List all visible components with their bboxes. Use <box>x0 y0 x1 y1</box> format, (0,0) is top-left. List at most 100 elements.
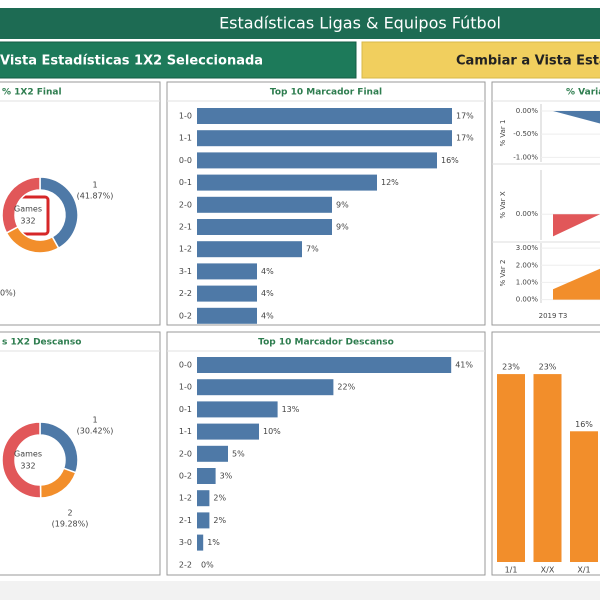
value-label: 2% <box>213 516 226 525</box>
value-label: 9% <box>336 223 349 232</box>
y-axis-label: % Var 1 <box>499 120 507 147</box>
center-value: 332 <box>20 217 35 226</box>
bar <box>197 307 257 324</box>
value-label: 9% <box>336 200 349 209</box>
panel <box>0 331 161 576</box>
area <box>553 214 600 237</box>
bar <box>533 374 562 562</box>
bar <box>197 534 204 551</box>
value-label: 12% <box>381 178 399 187</box>
category-label: 1-1 <box>179 134 192 143</box>
bar <box>197 490 210 507</box>
value-label: 2% <box>213 494 226 503</box>
value-label: 7% <box>306 245 319 254</box>
slice-value-label: 0%) <box>0 289 16 298</box>
button-label[interactable]: Cambiar a Vista Esta <box>456 54 600 69</box>
bar <box>197 219 332 235</box>
bar <box>197 263 257 280</box>
slice-value-label: (41.87%) <box>77 192 114 201</box>
category-label: X/X <box>541 566 555 575</box>
bar <box>197 108 452 124</box>
value-label: 17% <box>456 112 474 121</box>
area <box>553 110 600 124</box>
x-tick-label: 2019 T3 <box>539 312 568 320</box>
button-selected[interactable] <box>0 41 357 79</box>
category-label: 0-1 <box>179 405 192 414</box>
category-label: 2-1 <box>179 516 192 525</box>
category-label: 0-2 <box>179 311 192 320</box>
value-label: 10% <box>263 427 281 436</box>
category-label: 2-0 <box>179 200 192 209</box>
bar <box>497 374 525 562</box>
bar <box>197 357 452 373</box>
panel-title: % 1X2 Final <box>2 88 62 98</box>
y-tick-label: 0.00% <box>516 107 539 115</box>
category-label: 2-0 <box>179 449 192 458</box>
y-axis-label: % Var X <box>499 191 507 219</box>
category-label: 1/1 <box>505 566 518 575</box>
slice-value-label: (30.42%) <box>77 427 114 436</box>
slice-label: 1 <box>92 181 97 190</box>
value-label: 1% <box>207 538 220 547</box>
category-label: 2-1 <box>179 223 192 232</box>
slice-label: 2 <box>67 509 72 518</box>
header-bar <box>0 8 600 39</box>
value-label: 3% <box>220 472 233 481</box>
bar <box>197 379 334 396</box>
y-axis-label: % Var 2 <box>499 260 507 287</box>
slice-value-label: (19.28%) <box>52 520 89 529</box>
panel-title: Top 10 Marcador Descanso <box>258 338 394 348</box>
category-label: 1-2 <box>179 245 192 254</box>
bar <box>197 196 332 213</box>
category-label: 0-0 <box>179 361 192 370</box>
panel-title: Top 10 Marcador Final <box>270 88 382 98</box>
panel <box>166 331 486 576</box>
y-tick-label: 1.00% <box>516 278 539 286</box>
category-label: 0-1 <box>179 178 192 187</box>
panel <box>491 331 600 576</box>
button-switch[interactable] <box>361 41 600 79</box>
category-label: 1-1 <box>179 427 192 436</box>
bar <box>197 468 216 484</box>
panel <box>0 81 161 326</box>
bar <box>570 431 598 562</box>
value-label: 4% <box>261 289 274 298</box>
y-tick-label: 0.00% <box>516 210 539 218</box>
bar <box>197 512 210 529</box>
bar <box>197 401 278 418</box>
bar <box>197 152 437 169</box>
y-tick-label: 2.00% <box>516 261 539 269</box>
category-label: 1-2 <box>179 494 192 503</box>
donut-segment <box>1 421 42 499</box>
bar <box>197 174 377 191</box>
center-label: Games <box>14 450 42 459</box>
y-tick-label: 3.00% <box>516 244 539 252</box>
center-value: 332 <box>20 462 35 471</box>
category-label: 2-2 <box>179 560 192 569</box>
value-label: 16% <box>441 156 459 165</box>
panel-title: s 1X2 Descanso <box>2 338 81 348</box>
bar <box>197 241 302 258</box>
value-label: 23% <box>539 363 557 372</box>
value-label: 0% <box>201 560 214 569</box>
category-label: 0-0 <box>179 156 192 165</box>
panel-title: % Varia <box>566 88 600 98</box>
category-label: 0-2 <box>179 472 192 481</box>
value-label: 4% <box>261 311 274 320</box>
donut-segment <box>1 176 41 234</box>
category-label: X/1 <box>577 566 590 575</box>
button-label[interactable]: Vista Estadísticas 1X2 Seleccionada <box>0 54 263 69</box>
value-label: 4% <box>261 267 274 276</box>
value-label: 16% <box>575 420 593 429</box>
value-label: 41% <box>455 361 473 370</box>
value-label: 23% <box>502 363 520 372</box>
category-label: 1-0 <box>179 383 192 392</box>
bar <box>197 285 257 302</box>
slice-label: 1 <box>92 416 97 425</box>
bar <box>197 445 228 462</box>
category-label: 3-1 <box>179 267 192 276</box>
value-label: 5% <box>232 449 245 458</box>
center-label: Games <box>14 205 42 214</box>
value-label: 22% <box>337 383 355 392</box>
